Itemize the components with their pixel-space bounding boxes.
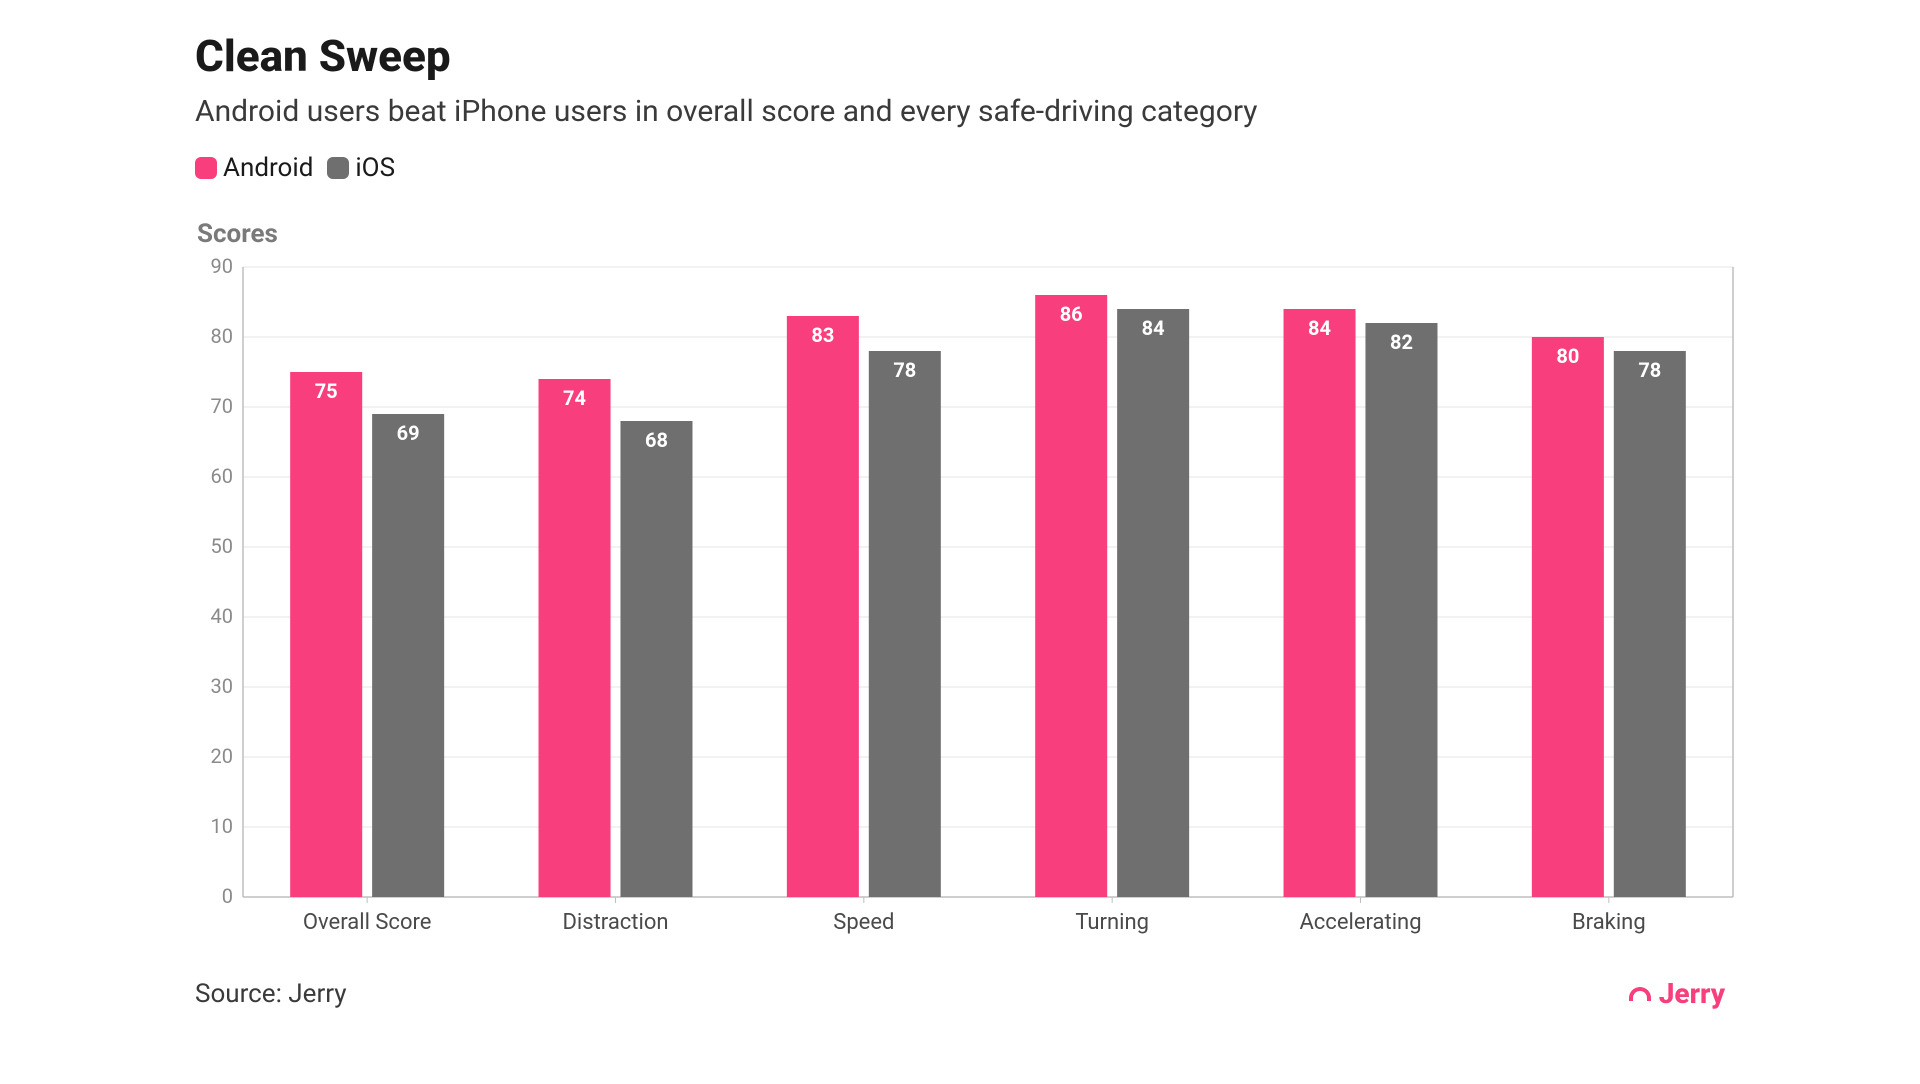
bar-value-label: 74: [563, 386, 586, 410]
bar-value-label: 83: [811, 323, 834, 347]
bar: [290, 372, 362, 897]
category-label: Braking: [1572, 910, 1646, 935]
bar: [372, 414, 444, 897]
legend-item: iOS: [327, 153, 395, 183]
bar-value-label: 75: [315, 379, 338, 403]
y-axis-label: Scores: [197, 219, 1725, 249]
bar: [620, 421, 692, 897]
chart-title: Clean Sweep: [195, 30, 1725, 82]
bar-value-label: 84: [1142, 316, 1165, 340]
category-label: Accelerating: [1299, 910, 1421, 935]
chart-area: 0 10 20 30 40 50 60 70 80 90 75 69 Overall Score 74 68…: [195, 257, 1725, 943]
svg-text:50: 50: [211, 534, 233, 558]
bar: [1117, 309, 1189, 897]
bar: [1284, 309, 1356, 897]
svg-text:90: 90: [211, 257, 233, 278]
bar: [1532, 337, 1604, 897]
bar-value-label: 68: [645, 428, 668, 452]
bar-value-label: 82: [1390, 330, 1413, 354]
svg-text:20: 20: [211, 744, 233, 768]
svg-text:0: 0: [222, 884, 233, 908]
legend-swatch: [195, 157, 217, 179]
bar: [1035, 295, 1107, 897]
svg-text:40: 40: [211, 604, 233, 628]
category-label: Overall Score: [303, 910, 432, 935]
source-text: Source: Jerry: [195, 979, 347, 1009]
bar-value-label: 80: [1556, 344, 1579, 368]
bar-value-label: 69: [397, 421, 420, 445]
category-label: Speed: [833, 910, 894, 935]
category-label: Distraction: [562, 910, 668, 935]
brand-arc-icon: [1629, 987, 1651, 1001]
legend-label: iOS: [355, 153, 395, 183]
brand-logo: Jerry: [1629, 977, 1725, 1010]
legend: Android iOS: [195, 153, 1725, 183]
chart-subtitle: Android users beat iPhone users in overa…: [195, 94, 1725, 129]
svg-text:60: 60: [211, 464, 233, 488]
bar-value-label: 86: [1060, 302, 1083, 326]
legend-swatch: [327, 157, 349, 179]
svg-text:30: 30: [211, 674, 233, 698]
svg-text:10: 10: [211, 814, 233, 838]
bar: [787, 316, 859, 897]
bar-value-label: 78: [1638, 358, 1661, 382]
bar-chart: 0 10 20 30 40 50 60 70 80 90 75 69 Overall Score 74 68…: [195, 257, 1737, 943]
category-label: Turning: [1075, 910, 1149, 935]
bar: [1614, 351, 1686, 897]
bar-value-label: 78: [893, 358, 916, 382]
brand-name: Jerry: [1659, 977, 1725, 1010]
bar: [1365, 323, 1437, 897]
legend-item: Android: [195, 153, 313, 183]
svg-text:70: 70: [211, 394, 233, 418]
bar: [869, 351, 941, 897]
legend-label: Android: [223, 153, 313, 183]
bar-value-label: 84: [1308, 316, 1331, 340]
bar: [539, 379, 611, 897]
svg-text:80: 80: [211, 324, 233, 348]
